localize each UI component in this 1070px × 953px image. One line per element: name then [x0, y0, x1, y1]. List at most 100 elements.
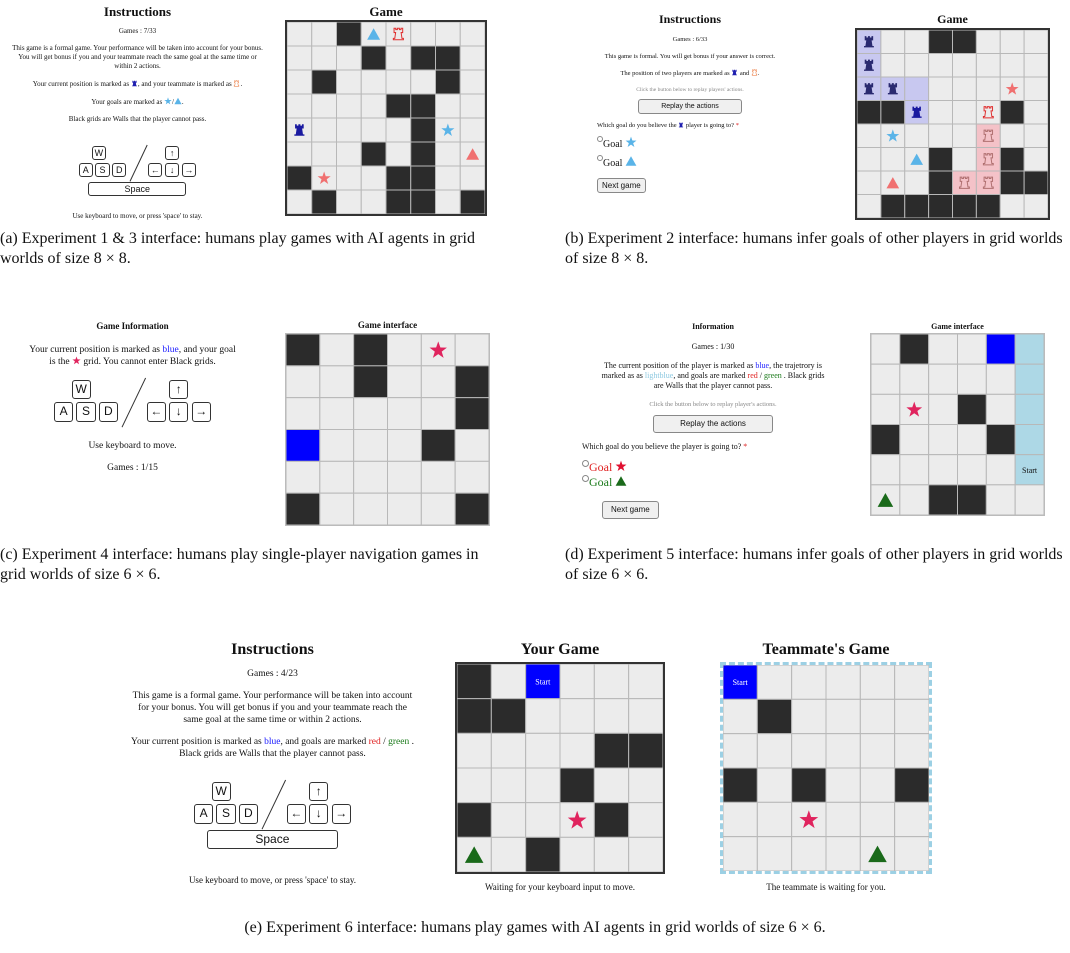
- cell: [490, 698, 527, 734]
- game-title: Game interface: [931, 322, 984, 331]
- text: .: [181, 98, 184, 106]
- cell: [899, 363, 930, 395]
- radio[interactable]: [597, 155, 603, 161]
- cell: [490, 802, 527, 838]
- cell: [336, 165, 362, 191]
- next-button[interactable]: Next game: [597, 178, 646, 193]
- paragraph: Your current position is marked as blue,…: [28, 344, 237, 368]
- text: green: [388, 737, 410, 747]
- games-count: Games : 1/30: [691, 342, 735, 351]
- cell: [593, 802, 630, 838]
- cell: [880, 100, 906, 125]
- replay-button[interactable]: Replay the actions: [638, 99, 742, 114]
- grid: Start: [720, 662, 932, 874]
- cell: [825, 698, 861, 735]
- text: /: [171, 98, 174, 106]
- cell: [985, 334, 1016, 365]
- cell: [360, 165, 387, 191]
- text: blue: [162, 345, 179, 355]
- game-title: Game interface: [357, 320, 418, 330]
- paragraph: The current position of the player is ma…: [598, 361, 828, 391]
- cell: [904, 76, 930, 101]
- cell: [286, 492, 321, 525]
- game-title: Teammate's Game: [762, 641, 890, 658]
- cell: [825, 801, 861, 838]
- radio[interactable]: [582, 460, 589, 467]
- cell: [387, 334, 422, 367]
- cell: [420, 460, 456, 494]
- cell: [525, 836, 561, 872]
- text: The position of two players are marked a…: [620, 70, 730, 77]
- cell: [871, 424, 901, 456]
- cell: [385, 45, 412, 71]
- cell: [593, 664, 630, 700]
- cell: [975, 170, 1001, 195]
- replay-button[interactable]: Replay the actions: [653, 415, 773, 433]
- cell: [360, 117, 387, 143]
- cell: [928, 424, 959, 456]
- cell: [894, 801, 929, 838]
- cell: [975, 147, 1001, 172]
- cell: [904, 53, 930, 78]
- cell: [286, 429, 321, 462]
- cell: [857, 194, 882, 218]
- start-label: Start: [733, 678, 749, 687]
- next-button[interactable]: Next game: [602, 501, 659, 519]
- cell: [287, 141, 313, 167]
- caption: (e) Experiment 6 interface: humans play …: [244, 919, 826, 936]
- cell: [952, 123, 977, 148]
- cell: [859, 665, 896, 700]
- text: /: [759, 371, 762, 380]
- cell: [353, 492, 388, 525]
- cell: [387, 365, 422, 399]
- cell: [287, 22, 313, 47]
- cell: [336, 189, 362, 214]
- cell: [985, 363, 1016, 395]
- cell: [385, 69, 412, 95]
- key: ←: [148, 162, 163, 178]
- cell: [287, 45, 313, 71]
- cell: [894, 698, 929, 735]
- cell: [857, 147, 882, 172]
- grid: [855, 28, 1050, 220]
- cell: [385, 141, 412, 167]
- cell: [859, 698, 896, 735]
- cell: [899, 424, 930, 456]
- paragraph: This game is a formal game. Your perform…: [12, 44, 263, 70]
- cell: [928, 334, 959, 365]
- cell: [791, 767, 827, 803]
- cell: [857, 123, 882, 148]
- cell: [999, 30, 1025, 54]
- cell: [454, 334, 489, 367]
- walls-line: Black grids are Walls that the player ca…: [68, 115, 207, 123]
- cell: [628, 836, 663, 872]
- text: , the trajetrory is marked as as: [601, 361, 822, 380]
- radio[interactable]: [582, 475, 589, 482]
- cell: [387, 460, 422, 494]
- cell: [928, 147, 953, 172]
- keyboard: W A S D ↑ ← ↓ → Space: [194, 779, 351, 854]
- key: A: [194, 804, 214, 824]
- game-title: Game: [937, 12, 968, 26]
- option: Goal: [597, 136, 815, 151]
- cell: [999, 100, 1025, 125]
- cell: [928, 30, 953, 54]
- cell: [928, 363, 959, 395]
- cell: [957, 424, 987, 456]
- cell: [928, 484, 959, 515]
- radio[interactable]: [597, 136, 603, 142]
- cell: [975, 30, 1001, 54]
- key: Space: [206, 830, 338, 850]
- cell: [385, 189, 412, 214]
- cell: [1014, 424, 1044, 456]
- cell: [311, 189, 337, 214]
- text: Which goal do you believe the player is …: [582, 442, 742, 451]
- cell: [287, 189, 313, 214]
- cell: [387, 429, 422, 462]
- key: ↑: [169, 380, 189, 400]
- cell: [353, 365, 388, 399]
- text: , and your goal is the: [49, 345, 236, 367]
- cell: [899, 454, 930, 486]
- click-hint: Click the button below to replay player'…: [649, 401, 777, 408]
- cell: [336, 141, 362, 167]
